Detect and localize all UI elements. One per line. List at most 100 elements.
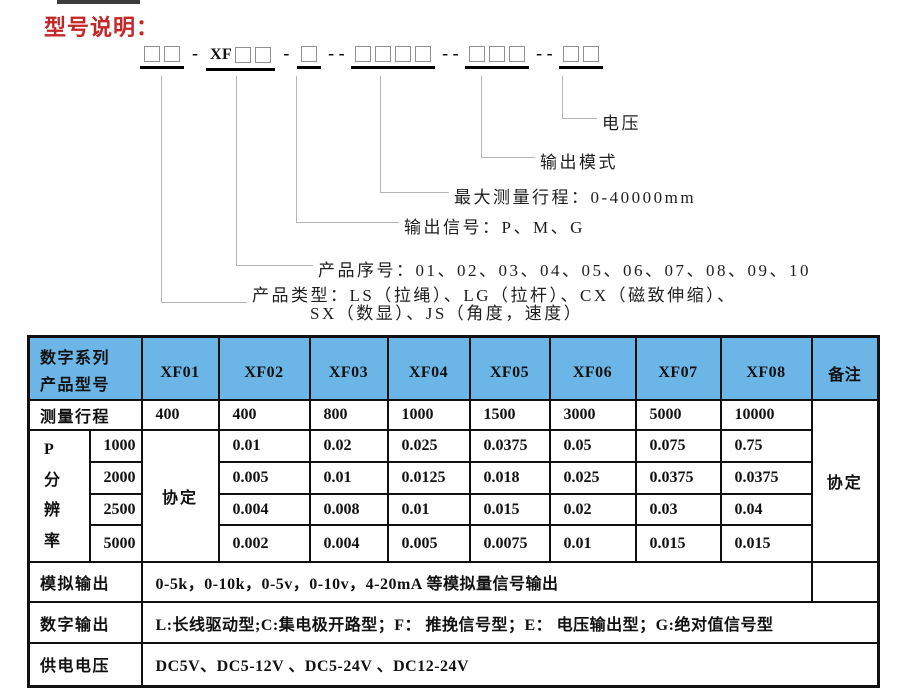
travel-row-label: 测量行程 <box>27 399 143 431</box>
remark-header: 备注 <box>810 335 880 401</box>
power-voltage-value: DC5V、DC5-12V 、DC5-24V 、DC12-24V <box>140 642 880 687</box>
model-header-xf01: XF01 <box>140 335 220 401</box>
xf01-agreement-cell: 协定 <box>140 429 220 563</box>
leader-line-voltage <box>562 76 597 119</box>
resolution-value-cell: 0.015 <box>468 493 551 526</box>
resolution-value-cell: 0.02 <box>548 493 637 526</box>
model-format-group-voltage <box>559 46 604 69</box>
model-digit-box <box>301 46 318 62</box>
resolution-level-cell: 5000 <box>88 524 143 563</box>
page-title: 型号说明： <box>44 15 160 40</box>
model-header-xf02: XF02 <box>217 335 311 401</box>
travel-value-cell: 3000 <box>548 399 637 431</box>
callout-product-type-line2: SX（数显）、JS（角度，速度） <box>310 304 584 323</box>
model-format-separator: - <box>283 43 290 63</box>
power-voltage-row: 供电电压 DC5V、DC5-12V 、DC5-24V 、DC12-24V <box>27 642 880 687</box>
travel-value-cell: 10000 <box>719 399 813 431</box>
model-header-xf07: XF07 <box>634 335 722 401</box>
analog-output-label: 模拟输出 <box>27 561 143 603</box>
resolution-value-cell: 0.01 <box>308 461 389 495</box>
travel-value-cell: 1500 <box>468 399 551 431</box>
resolution-value-cell: 0.004 <box>308 524 389 563</box>
resolution-value-cell: 0.0125 <box>386 461 471 495</box>
model-prefix-xf: XF <box>210 46 233 63</box>
callout-signal: 输出信号：P、M、G <box>404 213 585 238</box>
model-format-separator: - - <box>328 43 345 63</box>
table-corner-header: 数字系列 产品型号 <box>27 335 143 401</box>
resolution-value-cell: 0.015 <box>634 524 722 563</box>
model-format-separator: - <box>192 43 198 63</box>
resolution-value-cell: 0.002 <box>217 524 311 563</box>
callout-output-mode: 输出模式 <box>540 148 618 173</box>
model-digit-box <box>164 46 180 62</box>
model-format-group-signal <box>297 46 322 69</box>
model-format-group-series: XF <box>206 46 276 71</box>
resolution-value-cell: 0.075 <box>634 429 722 463</box>
travel-value-cell: 800 <box>308 399 389 431</box>
model-header-xf04: XF04 <box>386 335 471 401</box>
callout-product-type: 产品类型：LS（拉绳）、LG（拉杆）、CX（磁致伸缩）、 SX（数显）、JS（角… <box>252 287 737 323</box>
table-header-row: 数字系列 产品型号 XF01 XF02 XF03 XF04 XF05 XF06 … <box>27 335 880 401</box>
resolution-value-cell: 0.018 <box>468 461 551 495</box>
resolution-axis-char: 分 <box>44 471 61 489</box>
model-format-line: - XF - - - - - - - <box>140 43 604 71</box>
power-voltage-label: 供电电压 <box>27 642 143 687</box>
callout-voltage: 电压 <box>602 109 641 134</box>
resolution-value-cell: 0.005 <box>386 524 471 563</box>
remark-empty-cell <box>810 561 880 603</box>
callout-output-mode-label: 输出模式 <box>540 153 618 172</box>
resolution-value-cell: 0.01 <box>217 429 311 463</box>
resolution-value-cell: 0.004 <box>217 493 311 526</box>
resolution-value-cell: 0.005 <box>217 461 311 495</box>
model-digit-box <box>583 46 600 62</box>
resolution-level-cell: 1000 <box>88 429 143 463</box>
screen-artifact <box>57 0 140 4</box>
callout-max-travel: 最大测量行程：0-40000mm <box>454 183 696 208</box>
resolution-value-cell: 0.05 <box>548 429 637 463</box>
leader-line-output-mode <box>481 76 535 158</box>
remark-agreement-cell: 协定 <box>810 399 880 563</box>
model-digit-box <box>355 46 372 62</box>
model-digit-box <box>375 46 392 62</box>
resolution-row-2000: 2000 0.005 0.01 0.0125 0.018 0.025 0.037… <box>29 461 879 495</box>
resolution-level-cell: 2500 <box>88 493 143 526</box>
callout-voltage-label: 电压 <box>602 114 641 133</box>
model-header-xf06: XF06 <box>548 335 637 401</box>
callout-product-type-line1: 产品类型：LS（拉绳）、LG（拉杆）、CX（磁致伸缩）、 <box>252 286 737 305</box>
model-digit-box <box>489 46 506 62</box>
travel-value-cell: 400 <box>217 399 311 431</box>
resolution-value-cell: 0.0375 <box>719 461 813 495</box>
resolution-value-cell: 0.0375 <box>468 429 551 463</box>
resolution-value-cell: 0.01 <box>548 524 637 563</box>
resolution-value-cell: 0.008 <box>308 493 389 526</box>
resolution-row-1000: P 分 辨 率 1000 协定 0.01 0.02 0.025 0.0375 0… <box>27 429 879 563</box>
resolution-axis-char: 辨 <box>44 502 61 520</box>
model-digit-box <box>509 46 526 62</box>
resolution-value-cell: 0.015 <box>719 524 813 563</box>
digital-output-label: 数字输出 <box>27 601 143 644</box>
model-header-xf08: XF08 <box>719 335 813 401</box>
resolution-value-cell: 0.75 <box>719 429 813 463</box>
travel-row: 测量行程 400 400 800 1000 1500 3000 5000 100… <box>27 399 880 563</box>
resolution-value-cell: 0.03 <box>634 493 722 526</box>
leader-line-signal <box>296 76 399 223</box>
resolution-row-2500: 2500 0.004 0.008 0.01 0.015 0.02 0.03 0.… <box>29 493 879 526</box>
resolution-axis-char: 率 <box>44 532 61 550</box>
model-digit-box <box>255 47 272 63</box>
callout-max-travel-label: 最大测量行程：0-40000mm <box>454 188 697 207</box>
corner-line2: 产品型号 <box>40 377 111 394</box>
analog-output-row: 模拟输出 0-5k，0-10k，0-5v，0-10v，4-20mA 等模拟量信号… <box>27 561 880 603</box>
model-format-group-type <box>140 46 184 69</box>
model-digit-box <box>395 46 412 62</box>
model-digit-box <box>415 46 432 62</box>
corner-line1: 数字系列 <box>40 350 111 367</box>
model-digit-box <box>563 46 580 62</box>
spec-table: 数字系列 产品型号 XF01 XF02 XF03 XF04 XF05 XF06 … <box>27 335 881 688</box>
resolution-axis-char: P <box>44 441 54 458</box>
digital-output-row: 数字输出 L:长线驱动型;C:集电极开路型；F： 推挽信号型；E： 电压输出型；… <box>27 601 880 644</box>
callout-serial: 产品序号：01、02、03、04、05、06、07、08、09、10 <box>318 256 811 281</box>
callout-serial-label: 产品序号：01、02、03、04、05、06、07、08、09、10 <box>318 261 811 280</box>
model-digit-box <box>144 46 160 62</box>
resolution-value-cell: 0.0075 <box>468 524 551 563</box>
